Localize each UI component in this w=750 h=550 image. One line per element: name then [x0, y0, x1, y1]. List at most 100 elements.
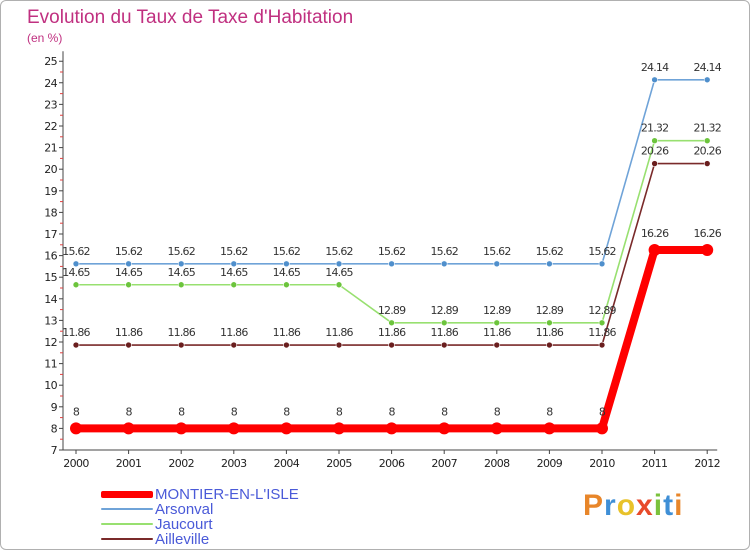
y-tick-label: 24: [44, 77, 57, 90]
data-label-0-8: 8: [494, 405, 501, 418]
data-point-1-4: [283, 260, 290, 268]
data-label-1-2: 15.62: [167, 245, 195, 258]
series-line-1: [76, 78, 708, 265]
data-point-3-10: [598, 341, 606, 349]
y-tick-label: 14: [44, 293, 57, 306]
data-point-0-3: [227, 422, 240, 435]
data-label-3-6: 11.86: [378, 326, 406, 339]
logo-letter: i: [674, 489, 684, 522]
data-point-1-11: [651, 76, 658, 84]
logo-letter: o: [616, 489, 637, 522]
data-point-0-5: [333, 422, 345, 435]
data-label-1-0: 15.62: [62, 245, 90, 258]
data-label-3-10: 11.86: [588, 326, 616, 339]
data-point-3-0: [72, 341, 80, 349]
data-label-1-9: 15.62: [536, 245, 564, 258]
data-point-1-12: [703, 76, 711, 84]
proxiti-logo: Proxiti: [583, 489, 683, 523]
y-tick-label: 16: [44, 250, 57, 263]
x-tick-label: 2012: [694, 457, 720, 470]
data-point-2-0: [72, 281, 80, 289]
series-line-2: [76, 139, 708, 324]
data-point-0-7: [438, 422, 451, 435]
data-label-1-12: 24.14: [693, 61, 721, 74]
data-label-1-3: 15.62: [220, 245, 248, 258]
data-label-2-0: 14.65: [62, 266, 90, 279]
data-label-0-5: 8: [336, 405, 343, 418]
data-label-2-1: 14.65: [115, 266, 143, 279]
data-point-1-6: [388, 260, 395, 268]
x-tick-label: 2009: [537, 457, 563, 470]
data-label-2-4: 14.65: [273, 266, 301, 279]
legend-label: Ailleville: [155, 530, 210, 548]
x-tick-label: 2005: [326, 457, 352, 470]
data-point-3-6: [388, 341, 395, 349]
data-label-3-2: 11.86: [167, 326, 195, 339]
x-tick-label: 2001: [116, 457, 142, 470]
data-label-3-0: 11.86: [62, 326, 90, 339]
y-tick-label: 15: [44, 271, 57, 284]
data-label-2-11: 21.32: [641, 122, 669, 135]
data-label-1-4: 15.62: [273, 245, 301, 258]
data-point-2-5: [335, 281, 343, 289]
data-label-0-1: 8: [125, 405, 132, 418]
data-label-2-3: 14.65: [220, 266, 248, 279]
data-label-1-8: 15.62: [483, 245, 511, 258]
data-point-2-12: [703, 137, 711, 144]
data-label-1-5: 15.62: [325, 245, 353, 258]
data-point-0-0: [70, 422, 82, 435]
chart-unit-label: (en %): [27, 31, 63, 45]
legend-label: MONTIER-EN-L'ISLE: [155, 485, 299, 503]
y-tick-label: 8: [51, 422, 58, 435]
y-tick-label: 17: [44, 228, 57, 241]
logo-letter: x: [636, 489, 654, 522]
chart-axes: 7 8 9 10 11 12 13 14 15 16 17 18 19 20 21 22 23 24 25 2000 2…: [44, 51, 721, 470]
data-label-3-7: 11.86: [430, 326, 458, 339]
x-tick-label: 2010: [589, 457, 615, 470]
legend-item-2: Jaucourt: [101, 515, 299, 533]
data-label-2-10: 12.89: [588, 304, 616, 317]
data-point-0-2: [175, 422, 188, 435]
data-label-3-1: 11.86: [115, 326, 143, 339]
data-label-3-9: 11.86: [536, 326, 564, 339]
y-tick-label: 21: [44, 142, 57, 155]
data-label-2-9: 12.89: [536, 304, 564, 317]
data-label-0-6: 8: [388, 405, 395, 418]
data-point-1-9: [546, 260, 553, 268]
y-tick-label: 10: [44, 379, 57, 392]
data-point-3-1: [125, 341, 132, 349]
x-tick-label: 2007: [431, 457, 457, 470]
y-tick-label: 12: [44, 336, 57, 349]
data-point-3-11: [651, 160, 658, 167]
data-point-2-6: [388, 319, 395, 327]
data-label-2-2: 14.65: [167, 266, 195, 279]
y-tick-label: 18: [44, 206, 57, 219]
data-point-3-2: [177, 341, 185, 349]
data-point-0-11: [648, 243, 661, 256]
y-tick-label: 20: [44, 163, 57, 176]
data-label-3-3: 11.86: [220, 326, 248, 339]
data-point-1-2: [177, 260, 185, 268]
data-label-2-7: 12.89: [430, 304, 458, 317]
data-point-0-9: [543, 422, 556, 435]
y-tick-label: 23: [44, 98, 57, 111]
legend-swatch: [101, 490, 153, 498]
data-point-2-4: [283, 281, 290, 289]
data-point-2-10: [598, 319, 606, 327]
logo-letter: t: [663, 489, 675, 522]
data-label-0-9: 8: [546, 405, 553, 418]
y-tick-label: 13: [44, 314, 57, 327]
data-label-0-11: 16.26: [641, 227, 669, 240]
data-label-0-10: 8: [599, 405, 606, 418]
data-label-3-12: 20.26: [693, 145, 721, 158]
data-point-2-1: [125, 281, 132, 289]
data-point-3-12: [703, 160, 711, 167]
x-tick-label: 2008: [484, 457, 510, 470]
data-label-2-8: 12.89: [483, 304, 511, 317]
data-label-1-7: 15.62: [430, 245, 458, 258]
data-point-3-4: [283, 341, 290, 349]
data-point-1-7: [440, 260, 448, 268]
data-point-2-8: [493, 319, 501, 327]
data-label-1-6: 15.62: [378, 245, 406, 258]
